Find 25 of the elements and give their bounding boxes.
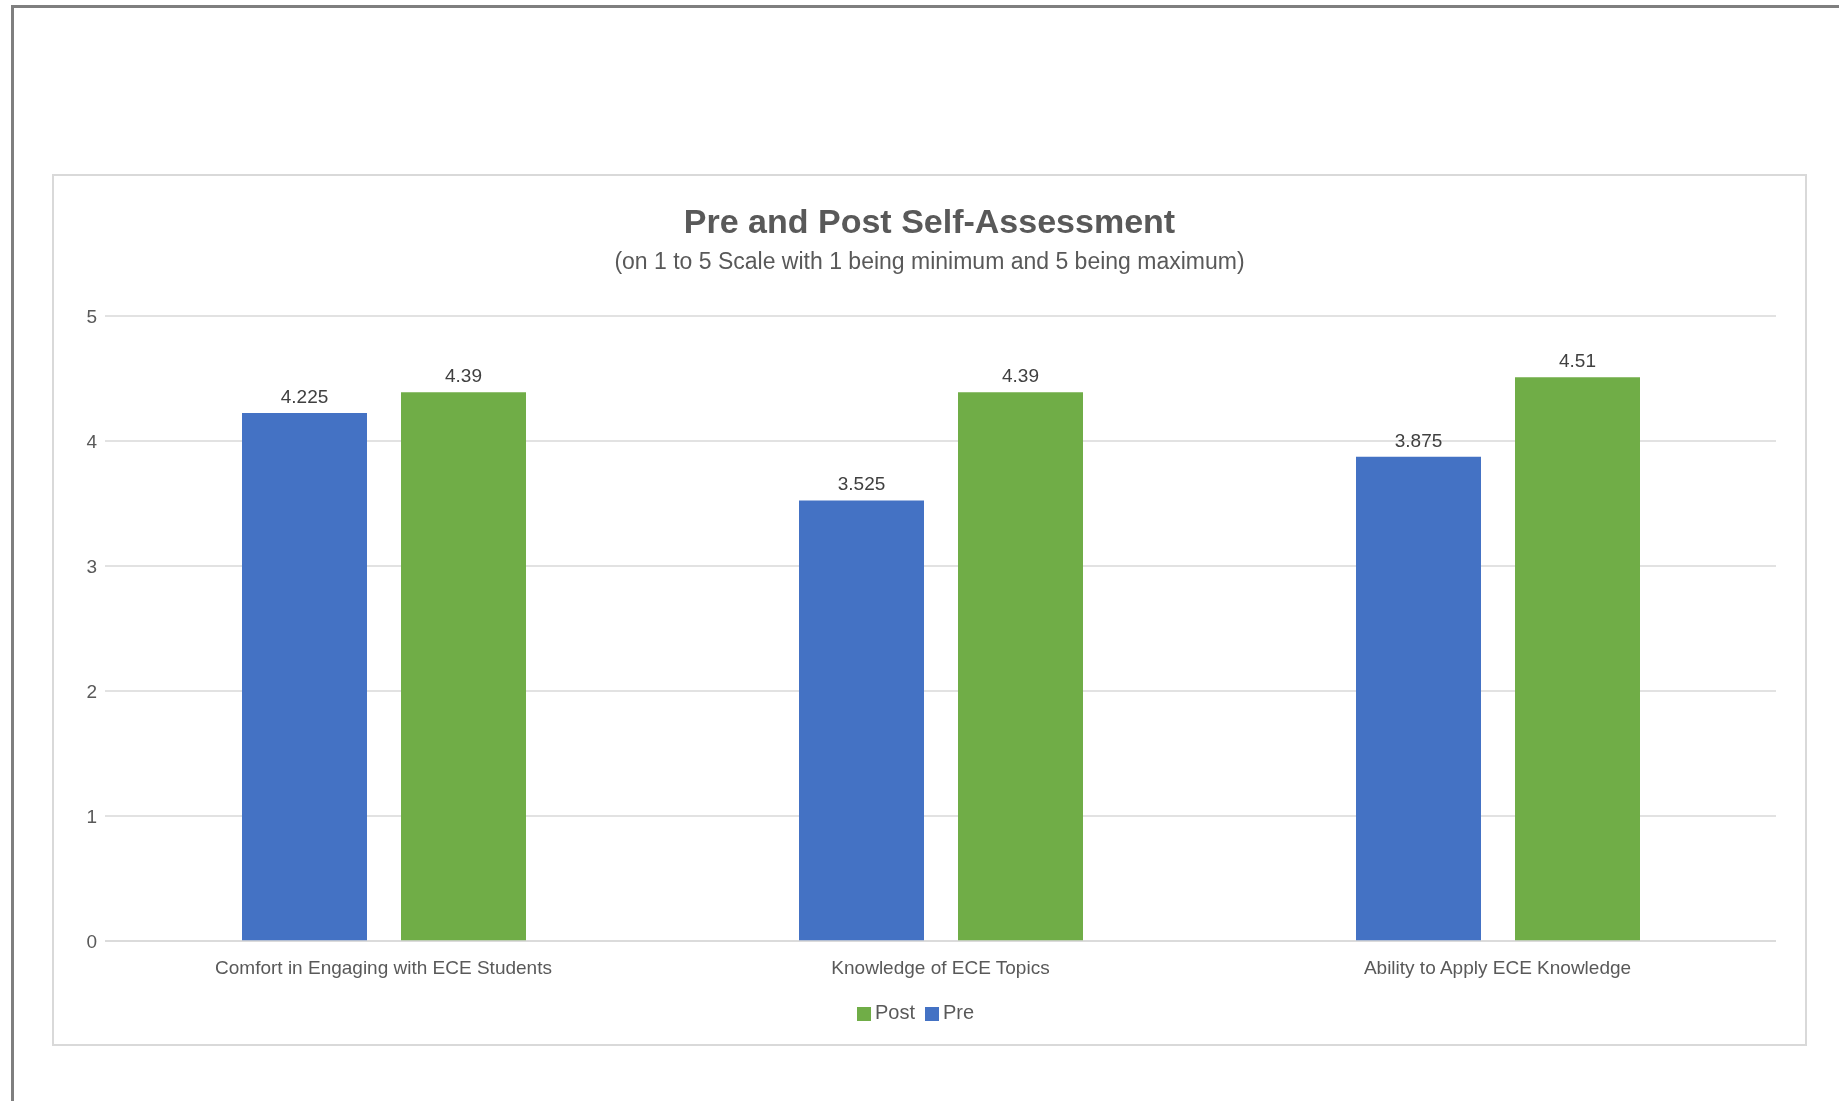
y-tick-label: 5 [86, 305, 97, 327]
x-tick-label: Ability to Apply ECE Knowledge [1363, 957, 1632, 979]
bar [799, 500, 924, 941]
x-tick-label: Comfort in Engaging with ECE Students [215, 957, 552, 979]
data-label: 3.875 [1394, 429, 1443, 451]
legend-label: Pre [942, 1001, 975, 1023]
bar [958, 392, 1083, 941]
bar [401, 392, 526, 941]
bar [242, 412, 367, 941]
data-label: 4.51 [1559, 350, 1596, 372]
y-tick-label: 3 [86, 555, 97, 577]
bar [1356, 456, 1481, 941]
y-tick-label: 1 [86, 805, 97, 827]
data-label: 4.225 [280, 385, 329, 407]
data-label: 4.39 [445, 365, 482, 387]
x-tick-label: Knowledge of ECE Topics [831, 957, 1050, 979]
bar [1515, 377, 1640, 941]
chart-title: Pre and Post Self-Assessment [682, 202, 1177, 241]
data-label: 4.39 [1002, 365, 1039, 387]
y-tick-label: 2 [86, 680, 97, 702]
chart-subtitle: (on 1 to 5 Scale with 1 being minimum and 5 being maximum) [613, 248, 1246, 275]
y-tick-label: 4 [86, 430, 98, 452]
y-tick-label: 0 [86, 930, 97, 952]
data-label: 3.525 [837, 473, 886, 495]
legend-label: Post [874, 1001, 915, 1023]
